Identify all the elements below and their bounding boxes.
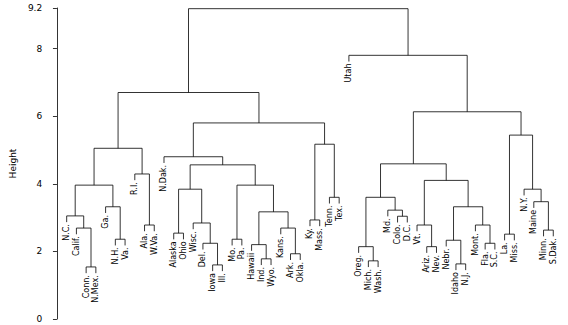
svg-text:Mo.: Mo. <box>228 247 237 261</box>
svg-text:Ohio: Ohio <box>179 241 188 260</box>
svg-text:N.Dak.: N.Dak. <box>159 165 168 192</box>
svg-text:Mont.: Mont. <box>471 233 480 256</box>
svg-text:R.I.: R.I. <box>130 182 139 195</box>
svg-text:Oreg.: Oreg. <box>354 255 363 277</box>
svg-text:Mass.: Mass. <box>315 228 324 251</box>
svg-text:2: 2 <box>36 246 42 256</box>
svg-text:N.H.: N.H. <box>111 247 120 264</box>
svg-text:Calif.: Calif. <box>72 236 81 256</box>
svg-text:Colo.: Colo. <box>393 224 402 244</box>
svg-text:Hawaii: Hawaii <box>247 253 256 280</box>
svg-text:Tenn.: Tenn. <box>325 206 334 228</box>
svg-text:Height: Height <box>8 148 18 178</box>
svg-text:Ark.: Ark. <box>286 262 295 278</box>
svg-text:Iowa: Iowa <box>208 273 217 292</box>
svg-text:Vt.: Vt. <box>413 233 422 244</box>
svg-text:Ga.: Ga. <box>101 215 110 229</box>
svg-text:S.C.: S.C. <box>490 251 499 267</box>
svg-text:Ala.: Ala. <box>140 233 149 248</box>
svg-text:Wisc.: Wisc. <box>189 231 198 252</box>
svg-text:9.2: 9.2 <box>28 3 42 13</box>
svg-text:8: 8 <box>36 44 42 54</box>
svg-text:Conn.: Conn. <box>82 275 91 298</box>
svg-text:S.Dak.: S.Dak. <box>549 238 558 264</box>
svg-text:N.Mex.: N.Mex. <box>91 275 100 303</box>
svg-text:N.J.: N.J. <box>461 272 470 285</box>
svg-text:N.C.: N.C. <box>62 224 71 241</box>
svg-text:Md.: Md. <box>383 218 392 233</box>
svg-text:Mich.: Mich. <box>364 269 373 290</box>
svg-text:Minn.: Minn. <box>539 238 548 260</box>
svg-text:6: 6 <box>36 111 42 121</box>
svg-text:Fla.: Fla. <box>481 251 490 265</box>
svg-text:Ky.: Ky. <box>305 228 314 239</box>
svg-text:W.Va.: W.Va. <box>150 233 159 255</box>
svg-text:4: 4 <box>36 179 42 189</box>
svg-text:Alaska: Alaska <box>169 241 178 267</box>
svg-text:Nebr.: Nebr. <box>442 248 451 269</box>
svg-text:N.Y.: N.Y. <box>520 197 529 211</box>
svg-text:La.: La. <box>500 242 509 254</box>
svg-text:D.C.: D.C. <box>403 224 412 241</box>
svg-text:Maine: Maine <box>529 210 538 234</box>
svg-text:Wash.: Wash. <box>374 269 383 293</box>
svg-text:Utah: Utah <box>344 64 353 83</box>
svg-text:Del.: Del. <box>198 251 207 267</box>
svg-text:Va.: Va. <box>121 247 130 259</box>
svg-text:0: 0 <box>36 314 42 324</box>
svg-text:Miss.: Miss. <box>510 242 519 262</box>
svg-text:Ariz.: Ariz. <box>422 255 431 273</box>
svg-text:Tex.: Tex. <box>335 206 344 223</box>
svg-text:Kans.: Kans. <box>276 236 285 258</box>
svg-text:Ill.: Ill. <box>218 273 227 282</box>
svg-text:Wyo.: Wyo. <box>267 267 276 287</box>
svg-text:Ind.: Ind. <box>257 267 266 282</box>
svg-text:Nev.: Nev. <box>432 255 441 273</box>
svg-text:Idaho: Idaho <box>451 272 460 294</box>
svg-text:Pa.: Pa. <box>237 247 246 259</box>
svg-text:Okla.: Okla. <box>296 262 305 283</box>
